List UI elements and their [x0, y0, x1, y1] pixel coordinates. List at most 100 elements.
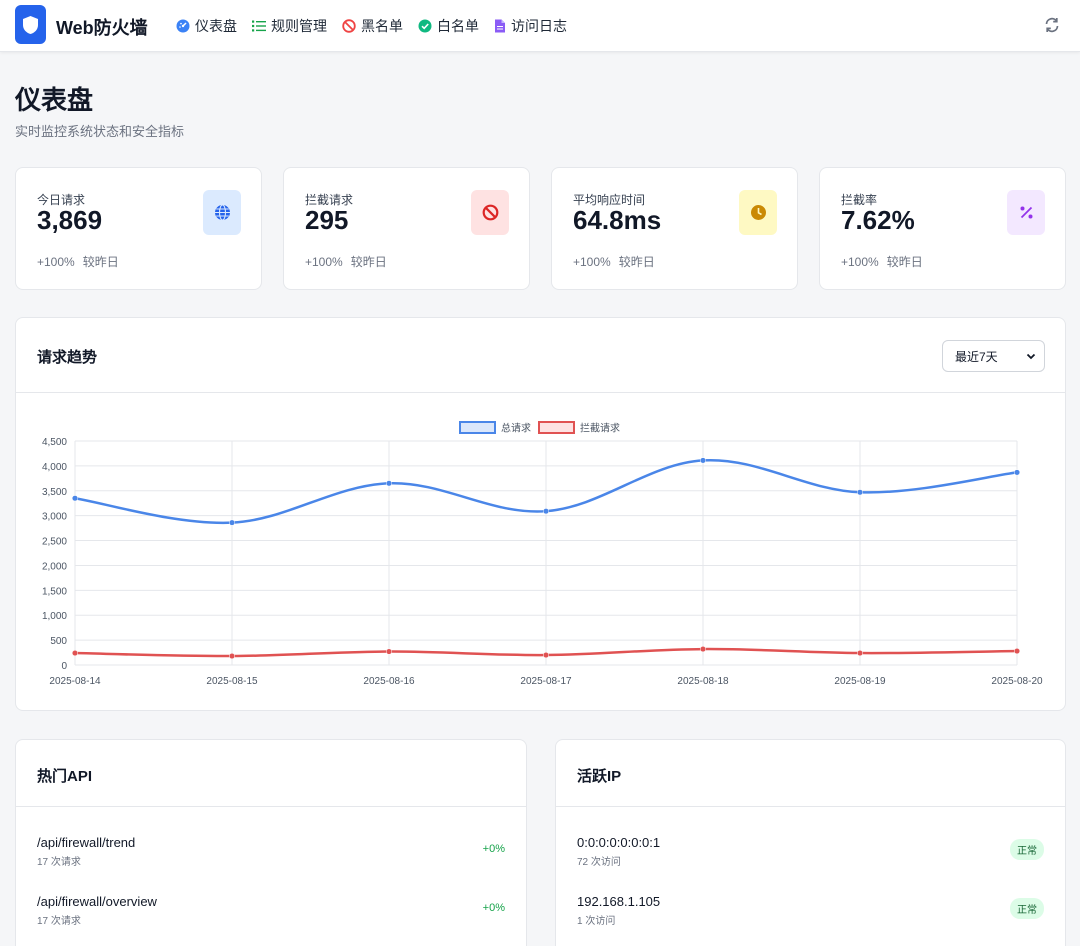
- ip-count: 1 次访问: [577, 916, 616, 927]
- nav-label: 访问日志: [511, 18, 567, 34]
- hot-api-title: 热门API: [37, 768, 93, 785]
- file-icon: [495, 19, 505, 33]
- active-ip-card: 活跃IP 0:0:0:0:0:0:0:1 72 次访问 正常 192.168.1…: [555, 739, 1066, 946]
- api-count: 17 次请求: [37, 916, 81, 927]
- data-point: [385, 480, 393, 487]
- shield-logo-icon[interactable]: [15, 5, 46, 44]
- chart-header: 请求趋势 最近7天: [16, 318, 1065, 393]
- clock-icon: [739, 190, 777, 235]
- data-point: [699, 646, 707, 653]
- ip-address: 0:0:0:0:0:0:0:1: [577, 835, 661, 850]
- y-tick-label: 1,000: [42, 611, 67, 622]
- range-select-value: 最近7天: [955, 349, 998, 364]
- legend-swatch: [459, 421, 496, 434]
- api-change: +0%: [482, 902, 505, 914]
- x-tick-label: 2025-08-15: [206, 676, 258, 687]
- gauge-icon: [176, 19, 190, 33]
- nav-item-rules[interactable]: 规则管理: [252, 16, 327, 36]
- y-tick-label: 4,000: [42, 462, 67, 473]
- data-point: [385, 648, 393, 655]
- list-item[interactable]: /api/firewall/trend 17 次请求 +0%: [16, 835, 526, 875]
- stat-card-blocked-requests: 拦截请求 295 +100% 较昨日: [283, 167, 530, 290]
- nav-item-whitelist[interactable]: 白名单: [418, 16, 479, 36]
- ban-icon: [342, 19, 356, 33]
- legend-swatch: [538, 421, 575, 434]
- data-point: [856, 489, 864, 496]
- percent-icon: [1007, 190, 1045, 235]
- list-item[interactable]: 192.168.1.105 1 次访问 正常: [556, 894, 1065, 934]
- nav-item-dashboard[interactable]: 仪表盘: [176, 16, 237, 36]
- stat-label: 今日请求: [37, 193, 86, 207]
- stat-label: 拦截请求: [305, 193, 354, 207]
- stat-card-today-requests: 今日请求 3,869 +100% 较昨日: [15, 167, 262, 290]
- x-tick-label: 2025-08-18: [677, 676, 729, 687]
- hot-api-card: 热门API /api/firewall/trend 17 次请求 +0% /ap…: [15, 739, 527, 946]
- active-ip-title: 活跃IP: [577, 768, 622, 785]
- stat-change: +100% 较昨日: [37, 255, 119, 269]
- stat-value: 64.8ms: [573, 205, 662, 235]
- y-tick-label: 2,500: [42, 537, 67, 548]
- stat-card-block-rate: 拦截率 7.62% +100% 较昨日: [819, 167, 1066, 290]
- stat-change: +100% 较昨日: [305, 255, 387, 269]
- x-tick-label: 2025-08-19: [834, 676, 886, 687]
- x-tick-label: 2025-08-14: [49, 676, 101, 687]
- data-point: [1013, 469, 1021, 476]
- range-select[interactable]: 最近7天: [942, 340, 1045, 372]
- list-item[interactable]: 0:0:0:0:0:0:0:1 72 次访问 正常: [556, 835, 1065, 875]
- list-header: 活跃IP: [556, 740, 1065, 807]
- trend-chart: 0 500 1,000 1,500 2,000 2,500 3,000 3,500 4,000 4…: [42, 421, 1043, 687]
- y-tick-label: 2,000: [42, 561, 67, 572]
- refresh-icon[interactable]: [1043, 16, 1061, 34]
- data-point: [71, 650, 79, 657]
- y-tick-label: 3,000: [42, 512, 67, 523]
- data-point: [542, 651, 550, 659]
- ban-icon: [471, 190, 509, 235]
- nav-label: 黑名单: [361, 18, 403, 34]
- y-tick-label: 3,500: [42, 487, 67, 498]
- api-path: /api/firewall/trend: [37, 835, 136, 850]
- x-tick-label: 2025-08-17: [520, 676, 572, 687]
- api-path: /api/firewall/overview: [37, 894, 157, 909]
- y-tick-label: 4,500: [42, 437, 67, 448]
- list-icon: [252, 20, 266, 32]
- y-tick-label: 0: [61, 661, 67, 672]
- status-badge: 正常: [1010, 898, 1044, 919]
- top-navbar: Web防火墙 仪表盘 规则管理 黑名单 白名单 访问日志: [0, 0, 1080, 52]
- nav-label: 仪表盘: [195, 18, 237, 34]
- legend-label: 总请求: [501, 422, 531, 435]
- y-tick-label: 1,500: [42, 586, 67, 597]
- data-point: [228, 652, 236, 660]
- list-item[interactable]: /api/firewall/overview 17 次请求 +0%: [16, 894, 526, 934]
- stat-label: 拦截率: [841, 193, 878, 207]
- globe-icon: [203, 190, 241, 235]
- page-title: 仪表盘: [15, 85, 94, 115]
- stat-label: 平均响应时间: [573, 193, 646, 207]
- legend-label: 拦截请求: [580, 422, 620, 435]
- chevron-down-icon: [1026, 353, 1036, 360]
- check-circle-icon: [418, 19, 432, 33]
- nav-item-blacklist[interactable]: 黑名单: [342, 16, 403, 36]
- data-point: [699, 457, 707, 464]
- status-badge: 正常: [1010, 839, 1044, 860]
- x-tick-label: 2025-08-20: [991, 676, 1043, 687]
- page-subtitle: 实时监控系统状态和安全指标: [15, 124, 185, 139]
- x-tick-label: 2025-08-16: [363, 676, 415, 687]
- stat-change: +100% 较昨日: [573, 255, 655, 269]
- data-point: [228, 519, 236, 526]
- api-change: +0%: [482, 843, 505, 855]
- stat-change: +100% 较昨日: [841, 255, 923, 269]
- ip-address: 192.168.1.105: [577, 894, 661, 909]
- nav-label: 白名单: [437, 18, 479, 34]
- stat-card-avg-response: 平均响应时间 64.8ms +100% 较昨日: [551, 167, 798, 290]
- data-point: [542, 508, 550, 515]
- ip-count: 72 次访问: [577, 857, 621, 868]
- list-header: 热门API: [16, 740, 526, 807]
- nav-item-access-log[interactable]: 访问日志: [494, 16, 567, 36]
- stat-value: 295: [305, 205, 349, 235]
- api-count: 17 次请求: [37, 857, 81, 868]
- nav-label: 规则管理: [271, 18, 327, 34]
- y-tick-label: 500: [50, 636, 67, 647]
- brand-name[interactable]: Web防火墙: [56, 18, 148, 38]
- stat-value: 7.62%: [841, 205, 915, 235]
- data-point: [856, 650, 864, 657]
